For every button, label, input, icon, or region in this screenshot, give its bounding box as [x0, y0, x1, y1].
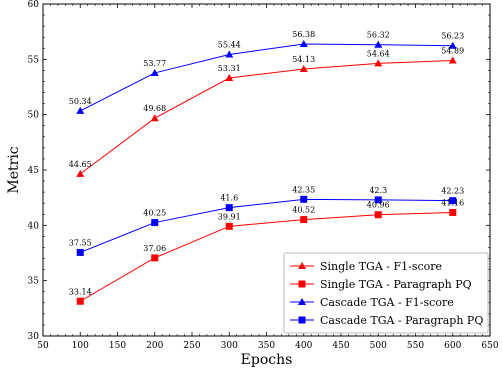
data-label: 54.13 — [292, 55, 315, 64]
data-label: 53.77 — [143, 59, 166, 68]
x-tick-label: 150 — [109, 341, 126, 351]
y-tick-label: 50 — [28, 111, 40, 121]
series-line — [80, 198, 453, 253]
data-label: 42.23 — [441, 187, 464, 196]
x-tick-label: 350 — [258, 341, 275, 351]
data-label: 54.64 — [367, 49, 390, 58]
x-axis-title: Epochs — [241, 352, 293, 368]
legend-label: Cascade TGA - Paragraph PQ — [320, 314, 483, 327]
x-tick-label: 50 — [37, 341, 49, 351]
legend-box — [283, 252, 489, 334]
y-tick-label: 45 — [28, 166, 40, 176]
data-label: 44.65 — [69, 160, 92, 169]
x-tick-label: 650 — [481, 341, 498, 351]
data-point — [449, 197, 457, 205]
x-tick-label: 600 — [444, 341, 461, 351]
data-point — [449, 208, 457, 216]
y-tick-label: 40 — [28, 221, 40, 231]
data-label: 56.38 — [292, 30, 315, 39]
x-tick-label: 250 — [183, 341, 200, 351]
x-axis: 50 100 150 200 250 300 350 400 450 500 550 600 650 — [37, 4, 499, 351]
legend-label: Single TGA - F1-score — [320, 260, 442, 273]
data-point — [374, 40, 383, 48]
data-label: 42.3 — [369, 186, 387, 195]
legend-item: Cascade TGA - Paragraph PQ — [290, 314, 483, 327]
data-labels: 44.65 49.68 53.31 54.13 54.64 54.89 33.14 37.06… — [69, 30, 464, 296]
legend-item: Single TGA - Paragraph PQ — [290, 278, 472, 291]
y-axis-title: Metric — [6, 146, 22, 193]
data-label: 53.31 — [218, 64, 241, 73]
legend-label: Cascade TGA - F1-score — [320, 296, 454, 309]
data-point — [150, 68, 159, 76]
data-point — [76, 297, 84, 305]
data-point — [300, 195, 308, 203]
data-point — [225, 222, 233, 230]
series-line — [79, 211, 453, 302]
series-line — [79, 60, 453, 175]
data-label: 41.16 — [441, 198, 464, 207]
data-label: 37.55 — [69, 238, 92, 247]
data-point — [299, 40, 308, 48]
data-point — [448, 56, 457, 64]
x-tick-label: 200 — [146, 341, 163, 351]
data-point — [225, 50, 234, 58]
data-label: 40.96 — [367, 201, 390, 210]
data-point — [76, 169, 85, 177]
data-label: 49.68 — [143, 104, 166, 113]
data-label: 55.44 — [218, 40, 241, 49]
square-marker-icon — [298, 280, 306, 288]
series-layer — [76, 40, 457, 305]
data-point — [225, 74, 234, 82]
x-tick-label: 450 — [332, 341, 349, 351]
data-point — [374, 59, 383, 67]
triangle-marker-icon — [298, 262, 306, 269]
data-label: 37.06 — [143, 244, 166, 253]
square-marker-icon — [298, 316, 306, 324]
data-point — [225, 204, 233, 212]
data-label: 33.14 — [69, 287, 92, 296]
legend-label: Single TGA - Paragraph PQ — [320, 278, 472, 291]
x-tick-label: 300 — [221, 341, 238, 351]
x-tick-label: 100 — [72, 341, 89, 351]
data-label: 40.25 — [143, 209, 166, 218]
legend: Single TGA - F1-score Single TGA - Paragr… — [283, 252, 489, 334]
data-label: 54.89 — [441, 47, 464, 56]
data-point — [151, 254, 159, 262]
data-point — [76, 248, 84, 256]
series-4 — [76, 195, 457, 256]
y-tick-label: 55 — [28, 55, 40, 65]
x-tick-label: 400 — [295, 341, 312, 351]
legend-item: Cascade TGA - F1-score — [290, 296, 454, 309]
data-point — [300, 216, 308, 224]
y-tick-label: 30 — [28, 332, 40, 342]
series-line — [80, 43, 453, 112]
y-tick-label: 35 — [28, 277, 40, 287]
data-point — [448, 41, 457, 49]
series-3 — [76, 40, 457, 114]
series-2 — [76, 208, 457, 305]
data-label: 50.34 — [69, 97, 92, 106]
data-point — [299, 64, 308, 72]
data-label: 56.32 — [367, 31, 390, 40]
x-tick-label: 500 — [370, 341, 387, 351]
triangle-marker-icon — [298, 298, 306, 305]
y-tick-label: 60 — [28, 0, 40, 10]
data-point — [150, 114, 159, 122]
data-label: 41.6 — [220, 194, 238, 203]
data-point — [76, 106, 85, 114]
series-1 — [76, 56, 457, 177]
legend-item: Single TGA - F1-score — [290, 260, 442, 273]
data-label: 42.35 — [292, 185, 315, 194]
data-label: 40.52 — [292, 206, 315, 215]
data-point — [374, 196, 382, 204]
data-label: 56.23 — [441, 32, 464, 41]
data-point — [374, 211, 382, 219]
data-point — [151, 219, 159, 227]
data-label: 39.91 — [218, 212, 241, 221]
x-tick-label: 550 — [407, 341, 424, 351]
